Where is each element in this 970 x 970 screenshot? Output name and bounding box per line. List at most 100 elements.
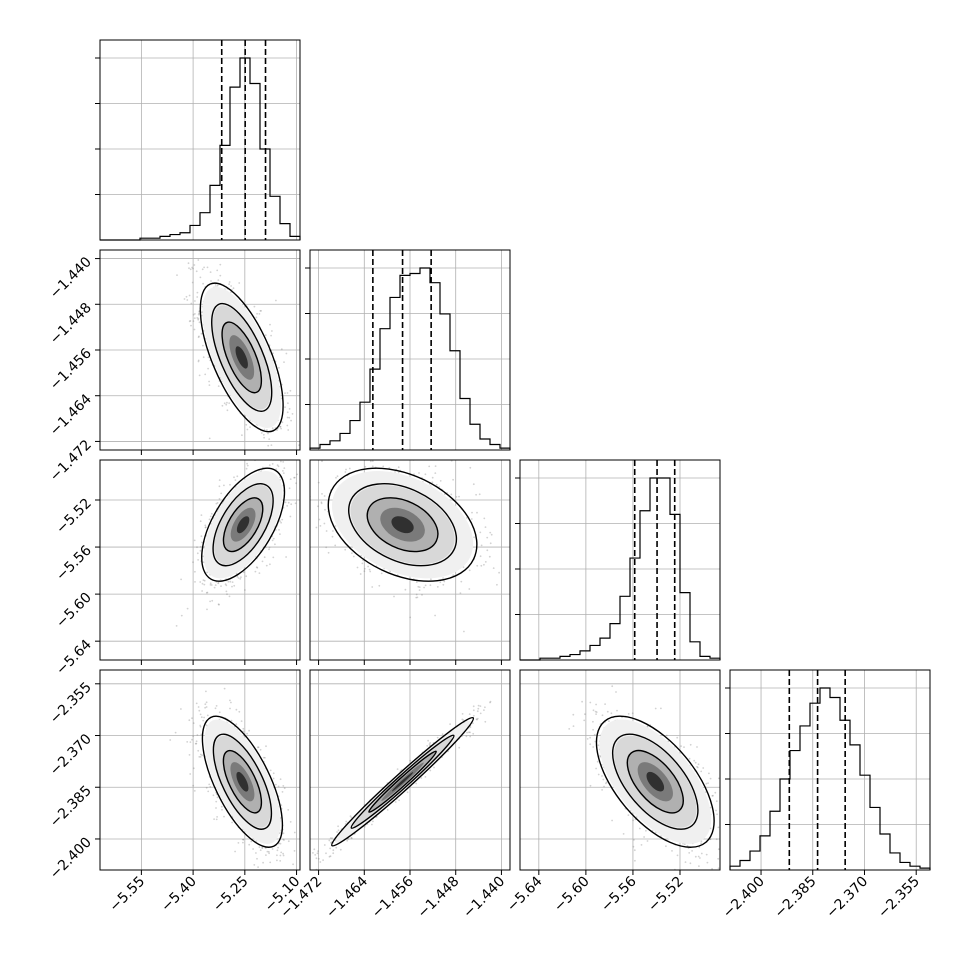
scatter-point: [271, 848, 274, 850]
scatter-point: [284, 406, 286, 409]
scatter-point: [189, 773, 192, 775]
scatter-point: [217, 582, 220, 585]
scatter-point: [278, 366, 280, 369]
scatter-point: [157, 246, 159, 248]
scatter-point: [217, 279, 220, 281]
scatter-point: [265, 854, 267, 856]
scatter-point: [228, 281, 231, 283]
scatter-point: [307, 843, 309, 845]
scatter-point: [201, 541, 203, 544]
scatter-point: [380, 572, 383, 575]
scatter-point: [406, 791, 409, 794]
scatter-point: [442, 583, 445, 586]
scatter-point: [239, 578, 242, 580]
scatter-point: [336, 831, 338, 833]
scatter-point: [257, 746, 260, 749]
scatter-point: [276, 455, 278, 457]
scatter-point: [205, 786, 208, 789]
hist-step-0: [100, 57, 301, 241]
scatter-point: [313, 848, 316, 851]
hist-panel-2: [515, 459, 721, 661]
scatter-point: [282, 832, 285, 835]
scatter-point: [188, 754, 191, 756]
scatter-point: [194, 742, 197, 745]
scatter-point: [478, 493, 481, 496]
scatter-point: [262, 861, 264, 864]
scatter-point: [186, 607, 189, 610]
scatter-point: [230, 701, 232, 704]
scatter-point: [273, 442, 275, 444]
scatter-point: [418, 586, 421, 588]
scatter-point: [472, 709, 475, 712]
scatter-point: [197, 318, 200, 321]
scatter-point: [364, 465, 367, 468]
scatter-point: [215, 502, 218, 505]
scatter-point: [472, 732, 475, 735]
scatter-point: [359, 573, 362, 575]
scatter-point: [488, 555, 491, 558]
scatter-point: [206, 714, 209, 717]
scatter-point: [371, 460, 374, 462]
scatter-point: [185, 295, 188, 298]
scatter-point: [283, 456, 285, 458]
scatter-point: [279, 520, 281, 523]
scatter-point: [280, 521, 282, 524]
scatter-point: [202, 719, 205, 722]
scatter-point: [460, 580, 463, 583]
scatter-point: [441, 733, 444, 736]
scatter-point: [536, 502, 538, 504]
scatter-point: [286, 424, 289, 427]
scatter-point: [479, 531, 482, 534]
scatter-point: [272, 772, 275, 775]
scatter-point: [408, 458, 410, 460]
scatter-point: [260, 310, 262, 312]
scatter-point: [436, 586, 439, 588]
scatter-point: [288, 408, 291, 410]
scatter-point: [248, 843, 251, 846]
scatter-point: [229, 580, 232, 583]
scatter-point: [428, 465, 431, 468]
scatter-point: [223, 687, 226, 690]
scatter-point: [323, 522, 326, 525]
scatter-point: [477, 704, 480, 707]
hist-panel-0: [95, 39, 301, 241]
scatter-point: [452, 478, 454, 481]
scatter-point: [235, 708, 238, 711]
scatter-point: [217, 385, 220, 387]
scatter-point: [348, 467, 351, 470]
scatter-point: [415, 581, 418, 583]
scatter-point: [248, 729, 251, 732]
scatter-point: [452, 574, 455, 577]
scatter-point: [201, 268, 204, 271]
scatter-point: [213, 818, 216, 820]
scatter-point: [492, 567, 495, 569]
scatter-point: [175, 625, 178, 627]
scatter-point: [261, 847, 264, 850]
scatter-point: [303, 391, 305, 393]
scatter-point: [192, 784, 195, 787]
scatter-point: [416, 596, 419, 599]
scatter-point: [288, 416, 291, 419]
scatter-point: [176, 274, 178, 276]
scatter-point: [188, 267, 190, 270]
scatter-point: [285, 556, 287, 558]
scatter-point: [277, 465, 280, 468]
scatter-point: [280, 348, 283, 351]
scatter-panel-1-0: [99, 246, 305, 455]
scatter-point: [207, 790, 210, 793]
scatter-point: [193, 539, 196, 542]
scatter-point: [271, 463, 274, 465]
scatter-point: [200, 514, 203, 516]
scatter-point: [344, 471, 347, 473]
scatter-point: [476, 710, 479, 713]
contour-line-2: [221, 321, 263, 394]
scatter-point: [323, 844, 326, 846]
scatter-point: [283, 787, 286, 790]
scatter-point: [283, 361, 285, 363]
scatter-point: [465, 517, 468, 519]
scatter-point: [231, 581, 234, 583]
scatter-point: [489, 542, 492, 545]
scatter-point: [283, 839, 285, 841]
hist-step-1: [309, 267, 511, 450]
scatter-point: [287, 501, 290, 504]
